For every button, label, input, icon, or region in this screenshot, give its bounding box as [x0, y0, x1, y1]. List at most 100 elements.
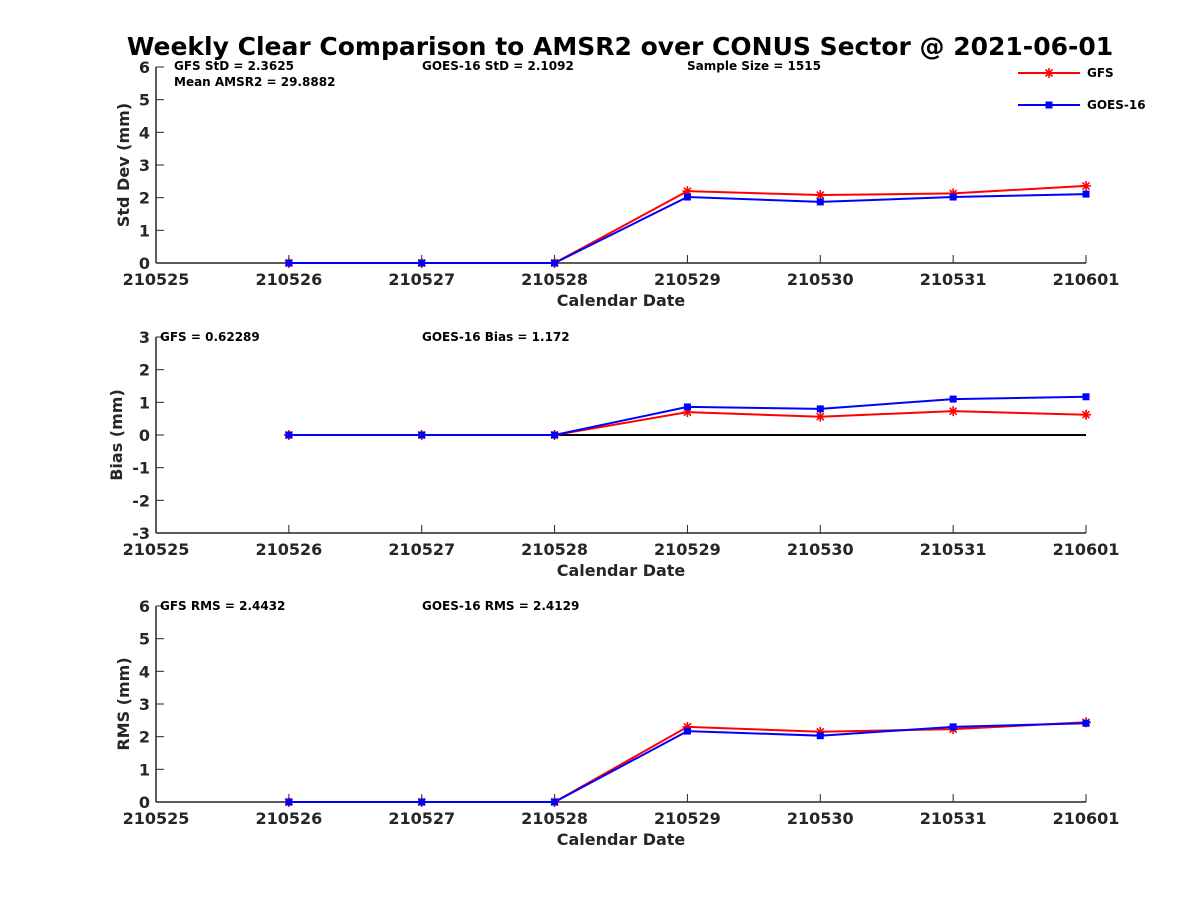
- y-tick-label: -1: [132, 459, 150, 478]
- x-axis-label: Calendar Date: [557, 291, 686, 310]
- data-point-gfs: [682, 186, 693, 197]
- data-point-goes16: [551, 798, 559, 806]
- stat-annotation: GFS RMS = 2.4432: [160, 599, 285, 613]
- figure-title: Weekly Clear Comparison to AMSR2 over CO…: [127, 32, 1113, 61]
- x-tick-label: 210529: [654, 540, 721, 559]
- data-point-goes16: [285, 798, 293, 806]
- legend-entry-goes16: GOES-16: [1018, 98, 1146, 112]
- data-point-goes16: [418, 798, 426, 806]
- data-point-goes16: [1082, 393, 1090, 401]
- x-tick-label: 210526: [255, 540, 322, 559]
- x-tick-label: 210525: [123, 270, 190, 289]
- legend: GFS GOES-16: [1018, 66, 1146, 112]
- data-point-goes16: [285, 259, 293, 267]
- y-tick-label: 0: [139, 426, 150, 445]
- data-point-goes16: [551, 259, 559, 267]
- x-tick-label: 210528: [521, 809, 588, 828]
- stat-annotation: GOES-16 StD = 2.1092: [422, 59, 574, 73]
- y-tick-label: 2: [139, 361, 150, 380]
- legend-marker-gfs: [1044, 68, 1054, 78]
- x-tick-label: 210528: [521, 270, 588, 289]
- y-tick-label: 1: [139, 221, 150, 240]
- data-point-goes16: [949, 395, 957, 403]
- x-axis-label: Calendar Date: [557, 561, 686, 580]
- data-point-gfs: [815, 190, 826, 201]
- data-point-goes16: [683, 403, 691, 411]
- series-line-goes16: [288, 722, 1087, 803]
- y-axis-label: RMS (mm): [114, 657, 133, 750]
- y-tick-label: -2: [132, 491, 150, 510]
- data-point-goes16: [1082, 190, 1090, 198]
- y-axis-label: Bias (mm): [107, 389, 126, 481]
- y-tick-label: 3: [139, 695, 150, 714]
- legend-label-gfs: GFS: [1087, 66, 1114, 80]
- y-tick-label: 0: [139, 254, 150, 273]
- stat-annotation: GFS StD = 2.3625: [174, 59, 294, 73]
- legend-entry-gfs: GFS: [1018, 66, 1114, 80]
- x-tick-label: 210528: [521, 540, 588, 559]
- y-tick-label: -3: [132, 524, 150, 543]
- y-tick-label: 3: [139, 328, 150, 347]
- data-point-goes16: [285, 431, 293, 439]
- stat-annotation: Sample Size = 1515: [687, 59, 821, 73]
- y-tick-label: 6: [139, 597, 150, 616]
- x-tick-label: 210530: [787, 270, 854, 289]
- bias-panel: -3 -2 -1 0 1 2 3 210525 210526 210527 210528 210529…: [107, 328, 1119, 580]
- data-point-gfs: [815, 411, 826, 422]
- x-tick-label: 210601: [1053, 809, 1120, 828]
- x-tick-label: 210529: [654, 270, 721, 289]
- y-tick-label: 6: [139, 58, 150, 77]
- data-point-goes16: [816, 198, 824, 206]
- y-tick-label: 2: [139, 189, 150, 208]
- x-tick-label: 210601: [1053, 270, 1120, 289]
- data-point-gfs: [1081, 409, 1091, 420]
- stat-annotation: GOES-16 Bias = 1.172: [422, 330, 570, 344]
- data-point-goes16: [949, 723, 957, 731]
- stat-annotation: GOES-16 RMS = 2.4129: [422, 599, 579, 613]
- data-point-goes16: [816, 732, 824, 740]
- data-point-gfs: [948, 406, 959, 417]
- data-point-gfs: [1081, 180, 1091, 191]
- series-line-goes16: [288, 193, 1087, 264]
- y-axis-label: Std Dev (mm): [114, 103, 133, 227]
- y-tick-label: 5: [139, 630, 150, 649]
- y-tick-label: 1: [139, 760, 150, 779]
- x-tick-label: 210531: [920, 540, 987, 559]
- x-tick-label: 210526: [255, 270, 322, 289]
- data-point-goes16: [683, 193, 691, 201]
- data-point-goes16: [418, 431, 426, 439]
- x-tick-label: 210527: [388, 540, 455, 559]
- y-tick-label: 4: [139, 662, 150, 681]
- data-point-goes16: [816, 405, 824, 413]
- stat-annotation: Mean AMSR2 = 29.8882: [174, 75, 335, 89]
- x-tick-label: 210525: [123, 540, 190, 559]
- y-tick-label: 4: [139, 123, 150, 142]
- stat-annotation: GFS = 0.62289: [160, 330, 260, 344]
- data-point-goes16: [949, 193, 957, 201]
- x-tick-label: 210527: [388, 809, 455, 828]
- legend-marker-goes16: [1045, 101, 1053, 109]
- x-tick-label: 210526: [255, 809, 322, 828]
- y-tick-label: 2: [139, 728, 150, 747]
- rms-panel: 0 1 2 3 4 5 6 210525 210526 210527 210528 210529 210…: [114, 597, 1119, 849]
- x-tick-label: 210531: [920, 809, 987, 828]
- legend-label-goes16: GOES-16: [1087, 98, 1146, 112]
- x-tick-label: 210530: [787, 809, 854, 828]
- x-axis-label: Calendar Date: [557, 830, 686, 849]
- data-point-goes16: [551, 431, 559, 439]
- x-tick-label: 210601: [1053, 540, 1120, 559]
- x-tick-label: 210527: [388, 270, 455, 289]
- data-point-goes16: [418, 259, 426, 267]
- data-point-goes16: [683, 727, 691, 735]
- x-tick-label: 210531: [920, 270, 987, 289]
- y-tick-label: 1: [139, 393, 150, 412]
- stddev-panel: 0 1 2 3 4 5 6 210525 210526 210527 210528 210529 210…: [114, 58, 1119, 310]
- y-tick-label: 5: [139, 91, 150, 110]
- x-tick-label: 210530: [787, 540, 854, 559]
- data-point-goes16: [1082, 719, 1090, 727]
- x-tick-label: 210525: [123, 809, 190, 828]
- x-tick-label: 210529: [654, 809, 721, 828]
- y-tick-label: 3: [139, 156, 150, 175]
- y-tick-label: 0: [139, 793, 150, 812]
